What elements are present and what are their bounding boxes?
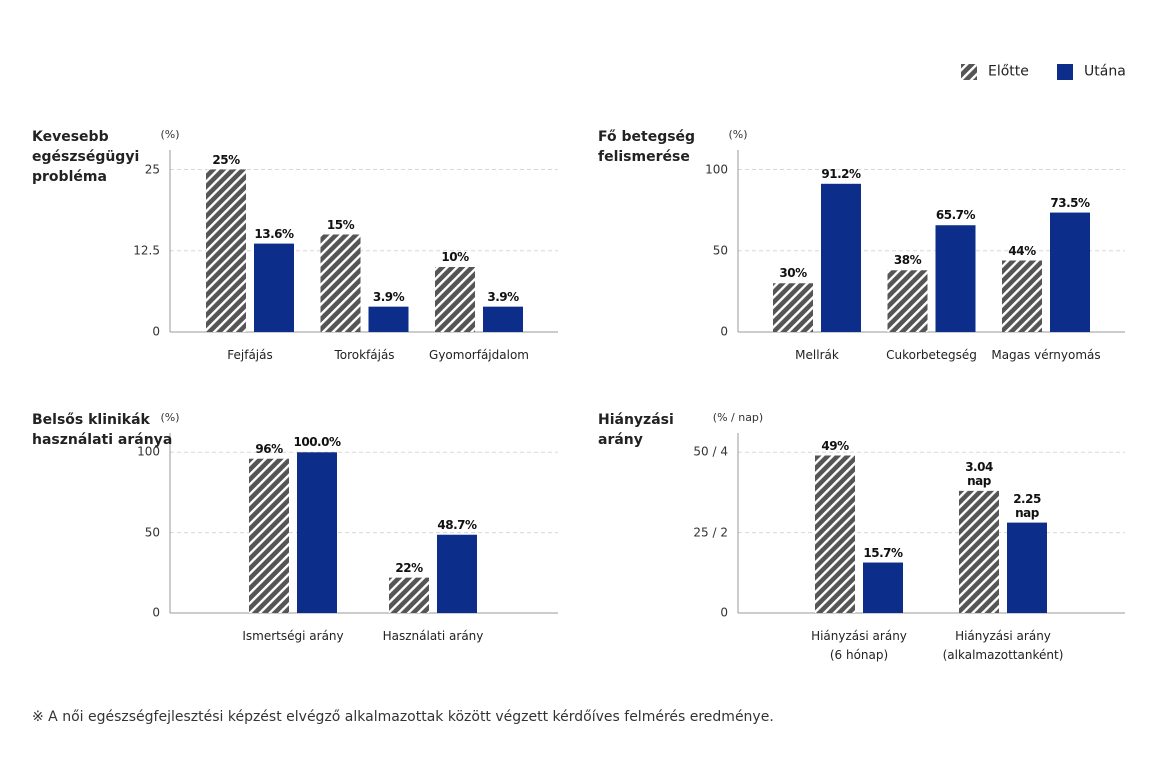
- data-label: 3.9%: [372, 289, 405, 304]
- x-tick-label: Cukorbetegség: [886, 348, 977, 362]
- y-axis-label: (% / nap): [712, 411, 764, 424]
- data-label: 65.7%: [935, 208, 976, 223]
- bar: [773, 283, 813, 332]
- x-tick-label: Mellrák: [795, 348, 839, 362]
- legend-swatch: [1057, 64, 1073, 80]
- y-axis-label: (%): [160, 128, 180, 141]
- data-label: 48.7%: [437, 517, 477, 532]
- x-tick-label: Ismertségi arány: [242, 629, 344, 643]
- legend-swatch: [961, 64, 977, 80]
- data-label: 73.5%: [1050, 195, 1090, 210]
- bar: [815, 455, 855, 613]
- data-label: 15.7%: [863, 545, 903, 560]
- data-label: 30%: [779, 266, 807, 281]
- bar: [320, 234, 361, 332]
- y-tick-label: 100: [137, 444, 160, 459]
- data-label: 13.6%: [254, 226, 294, 241]
- data-label: 22%: [395, 560, 423, 575]
- y-tick-label: 50: [144, 525, 160, 540]
- data-label: 10%: [441, 250, 469, 264]
- bar: [483, 306, 523, 332]
- bar: [254, 243, 294, 332]
- chart-title: Fő betegség felismerése: [598, 129, 696, 165]
- legend-label: Előtte: [988, 63, 1029, 80]
- bar: [887, 270, 928, 332]
- y-tick-label: 25 / 2: [693, 525, 728, 540]
- legend-label: Utána: [1084, 63, 1126, 80]
- y-axis-label: (%): [160, 411, 180, 424]
- bar: [206, 169, 246, 332]
- bar: [435, 267, 475, 332]
- bar: [1007, 522, 1047, 613]
- y-tick-label: 0: [152, 324, 160, 339]
- data-label: 100.0%: [293, 435, 341, 450]
- y-tick-label: 25: [144, 162, 160, 176]
- y-tick-label: 50: [712, 243, 728, 258]
- x-tick-label: Fejfájás: [227, 348, 273, 362]
- data-label: 2.25 nap: [1013, 491, 1041, 520]
- data-label: 91.2%: [821, 166, 861, 181]
- x-tick-label: Gyomorfájdalom: [429, 348, 529, 362]
- data-label: 3.04 nap: [965, 459, 993, 488]
- y-tick-label: 12.5: [133, 243, 160, 258]
- data-label: 25%: [212, 152, 240, 167]
- bar: [249, 458, 289, 613]
- data-label: 3.9%: [487, 289, 519, 304]
- data-label: 38%: [893, 253, 922, 268]
- footnote: ※ A női egészségfejlesztési képzést elvé…: [32, 709, 774, 725]
- y-axis-label: (%): [728, 128, 748, 141]
- bar: [437, 534, 477, 613]
- chart-title: Hiányzási arány: [598, 412, 674, 448]
- x-tick-label: Hiányzási arány (6 hónap): [811, 629, 907, 662]
- chart-title: Kevesebb egészségügyi probléma: [32, 129, 140, 185]
- x-tick-label: Torokfájás: [334, 348, 395, 362]
- y-tick-label: 0: [720, 324, 728, 339]
- y-tick-label: 50 / 4: [693, 444, 728, 459]
- bar: [935, 225, 976, 332]
- x-tick-label: Magas vérnyomás: [991, 348, 1101, 362]
- bar: [368, 306, 409, 332]
- data-label: 44%: [1008, 243, 1036, 258]
- bar: [297, 452, 337, 613]
- bar: [959, 490, 999, 613]
- bar: [821, 183, 861, 332]
- x-tick-label: Hiányzási arány (alkalmazottanként): [942, 629, 1064, 662]
- bar: [1002, 260, 1042, 332]
- y-tick-label: 100: [705, 162, 728, 176]
- y-tick-label: 0: [152, 605, 160, 620]
- x-tick-label: Használati arány: [382, 629, 484, 643]
- data-label: 96%: [255, 441, 283, 456]
- bar: [863, 562, 903, 613]
- data-label: 15%: [326, 217, 355, 232]
- bar: [389, 577, 429, 613]
- bar: [1050, 212, 1090, 332]
- data-label: 49%: [821, 438, 849, 453]
- y-tick-label: 0: [720, 605, 728, 620]
- chart-title: Belsős klinikák használati aránya: [32, 412, 173, 448]
